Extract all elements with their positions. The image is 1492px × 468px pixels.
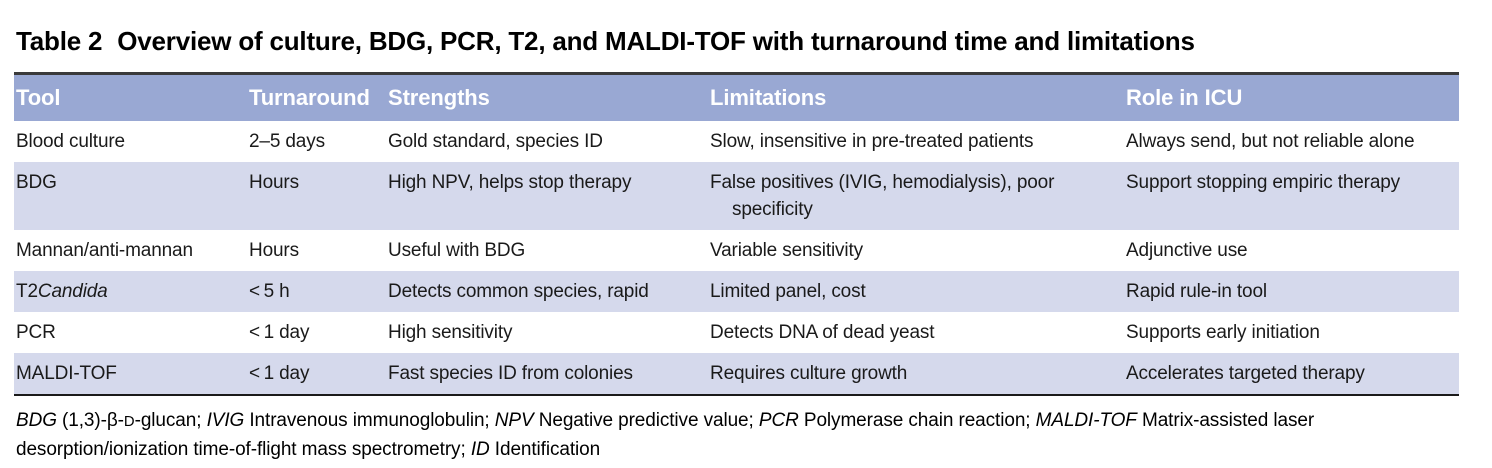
table-cell: Detects DNA of dead yeast [710,322,935,343]
table-cell: Fast species ID from colonies [388,363,633,384]
table-cell: < 5 h [249,281,290,302]
table-cell: High sensitivity [388,322,513,343]
table-footnote: BDG (1,3)-β-D-glucan; IVIG Intravenous i… [14,407,1459,464]
table-row: PCR < 1 day High sensitivity Detects DNA of… [14,312,1459,353]
table-cell: Useful with BDG [388,240,526,261]
table-row: BDG Hours High NPV, helps stop therapy Fals… [14,162,1459,230]
table-cell: Hours [249,240,299,261]
table-row: Mannan/anti-mannan Hours Useful with BDG Va… [14,230,1459,271]
table-cell: Rapid rule-in tool [1126,281,1267,302]
table-cell: Limited panel, cost [710,281,866,302]
column-header-turnaround: Turnaround [249,85,370,110]
column-header-tool: Tool [16,85,61,110]
table-cell: Slow, insensitive in pre-treated patient… [710,131,1034,152]
table-cell: MALDI-TOF [16,363,117,384]
table-cell: Variable sensitivity [710,240,863,261]
table-cell: Adjunctive use [1126,240,1248,261]
table-row: T2Candida < 5 h Detects common species, ra… [14,271,1459,312]
table-row: Blood culture 2–5 days Gold standard, spec… [14,121,1459,162]
table-cell: Gold standard, species ID [388,131,603,152]
footnote-text: BDG (1,3)-β-D-glucan; IVIG Intravenous i… [16,410,1315,460]
table-cell: PCR [16,322,56,343]
table-cell: < 1 day [249,363,310,384]
table-cell: T2Candida [16,281,108,302]
column-header-strengths: Strengths [388,85,490,110]
table-cell: Supports early initiation [1126,322,1320,343]
table-body: Blood culture 2–5 days Gold standard, spec… [14,121,1459,394]
table-cell: High NPV, helps stop therapy [388,172,632,193]
data-table: Tool Turnaround Strengths Limitations Ro… [14,72,1459,396]
table-cell: Detects common species, rapid [388,281,649,302]
table-cell: Blood culture [16,131,125,152]
table-cell: BDG [16,172,57,193]
table-title-text: Overview of culture, BDG, PCR, T2, and M… [117,26,1195,56]
column-header-role-in-icu: Role in ICU [1126,85,1243,110]
table-title-label: Table 2 [16,26,103,56]
column-header-limitations: Limitations [710,85,827,110]
table-cell: Accelerates targeted therapy [1126,363,1365,384]
table-cell: False positives (IVIG, hemodialysis), po… [710,172,1055,220]
table-cell: Mannan/anti-mannan [16,240,193,261]
table-cell: 2–5 days [249,131,325,152]
table-cell: Support stopping empiric therapy [1126,172,1401,193]
table-cell: Always send, but not reliable alone [1126,131,1415,152]
table-cell: Hours [249,172,299,193]
table-cell: < 1 day [249,322,310,343]
table-cell: Requires culture growth [710,363,908,384]
table-header-row: Tool Turnaround Strengths Limitations Ro… [14,75,1459,121]
table-row: MALDI-TOF < 1 day Fast species ID from col… [14,353,1459,394]
table-title: Table 2 Overview of culture, BDG, PCR, T2… [14,26,1459,57]
